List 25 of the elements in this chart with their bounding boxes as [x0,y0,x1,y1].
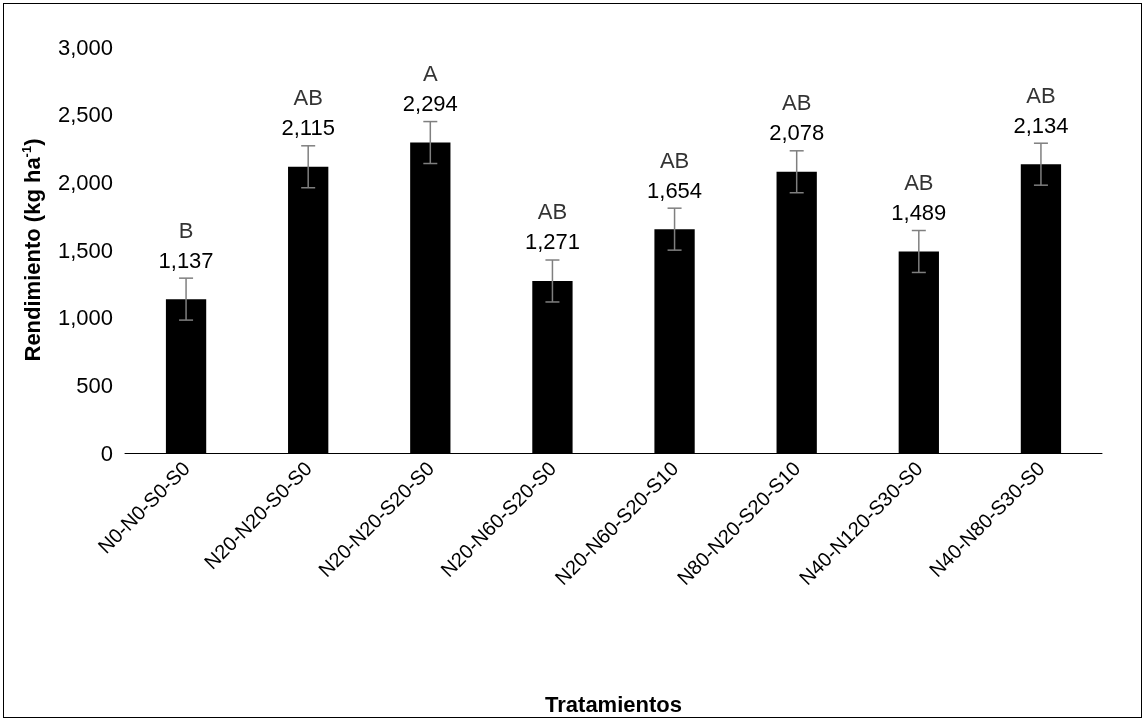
data-label: 2,134 [1013,112,1069,138]
annotation: A [422,61,438,87]
annotation: AB [904,169,934,195]
data-label: 2,115 [281,115,335,141]
y-tick-label: 0 [100,440,113,466]
annotation: AB [1026,82,1056,108]
data-label: 1,271 [524,229,580,255]
annotation: AB [782,90,812,116]
annotation: B [178,217,194,243]
y-tick-label: 1,000 [57,305,113,331]
y-tick-label: 2,500 [57,102,113,128]
data-label: 2,078 [769,120,825,146]
y-axis-title: Rendimiento (kg ha-1) [19,138,45,362]
x-axis-title: Tratamientos [545,691,682,717]
data-label: 1,137 [158,247,214,273]
y-tick-label: 2,000 [57,169,113,195]
annotation: AB [659,147,690,173]
data-label: 2,294 [402,91,458,117]
y-tick-label: 3,000 [57,34,113,60]
data-label: 1,489 [891,199,947,225]
y-tick-label: 500 [76,372,113,398]
y-tick-label: 1,500 [57,237,113,263]
data-label: 1,654 [647,177,703,203]
annotation: AB [293,85,323,111]
annotation: AB [537,199,568,225]
